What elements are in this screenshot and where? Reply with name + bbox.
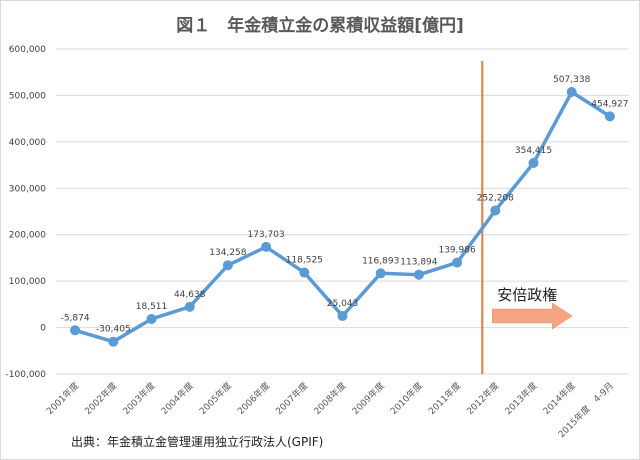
- y-tick-label: 600,000: [9, 45, 46, 55]
- data-label: 113,894: [400, 258, 437, 268]
- data-point: [337, 310, 348, 321]
- x-tick-label: 2001年度: [44, 380, 81, 417]
- x-tick-label: 2014年度: [540, 380, 577, 417]
- y-tick-label: 400,000: [9, 138, 46, 148]
- x-tick-label: 2006年度: [235, 380, 272, 417]
- data-label: -5,874: [61, 313, 90, 323]
- x-tick-label: 2010年度: [388, 380, 425, 417]
- data-point: [184, 301, 195, 312]
- data-point: [604, 111, 615, 122]
- x-tick-label: 2002年度: [82, 380, 119, 417]
- y-tick-label: 100,000: [9, 277, 46, 287]
- data-point: [452, 257, 463, 268]
- data-label: 454,927: [591, 99, 628, 109]
- chart-title: 図１ 年金積立金の累積収益額[億円]: [176, 16, 464, 36]
- data-point: [413, 269, 424, 280]
- data-point: [146, 313, 157, 324]
- data-point: [528, 158, 539, 169]
- y-tick-label: 0: [40, 324, 46, 334]
- data-point: [299, 267, 310, 278]
- data-label: 139,986: [438, 246, 475, 256]
- x-tick-label: 2007年度: [273, 380, 310, 417]
- data-label: 252,208: [477, 193, 514, 203]
- data-label: 173,703: [247, 230, 284, 240]
- x-tick-label: 2008年度: [311, 380, 348, 417]
- x-tick-label: 2005年度: [197, 380, 234, 417]
- x-tick-label: 2011年度: [426, 380, 463, 417]
- x-tick-label: 2003年度: [120, 380, 157, 417]
- y-tick-label: 200,000: [9, 231, 46, 241]
- data-label: 25,043: [327, 299, 359, 309]
- data-point: [375, 268, 386, 279]
- annotation-label: 安倍政権: [497, 286, 557, 304]
- y-tick-label: -100,000: [6, 370, 47, 380]
- x-tick-label: 2013年度: [502, 380, 539, 417]
- data-label: 134,258: [209, 248, 246, 258]
- source-note: 出典：年金積立金管理運用独立行政法人(GPIF): [71, 435, 324, 449]
- x-tick-label: 2012年度: [464, 380, 501, 417]
- data-label: 116,893: [362, 256, 399, 266]
- data-point: [70, 325, 81, 336]
- data-label: 507,338: [553, 75, 590, 85]
- data-point: [222, 260, 233, 271]
- y-tick-label: 300,000: [9, 184, 46, 194]
- x-tick-label: 2009年度: [349, 380, 386, 417]
- data-point: [490, 205, 501, 216]
- arrow-icon: [492, 302, 573, 330]
- data-point: [566, 87, 577, 98]
- data-label: 44,638: [174, 290, 206, 300]
- y-tick-label: 500,000: [9, 91, 46, 101]
- data-point: [108, 336, 119, 347]
- data-label: -30,405: [96, 325, 131, 335]
- x-tick-label: 2004年度: [158, 380, 195, 417]
- data-label: 118,525: [286, 256, 323, 266]
- data-point: [261, 241, 272, 252]
- data-label: 354,415: [515, 146, 552, 156]
- data-label: 18,511: [136, 302, 168, 312]
